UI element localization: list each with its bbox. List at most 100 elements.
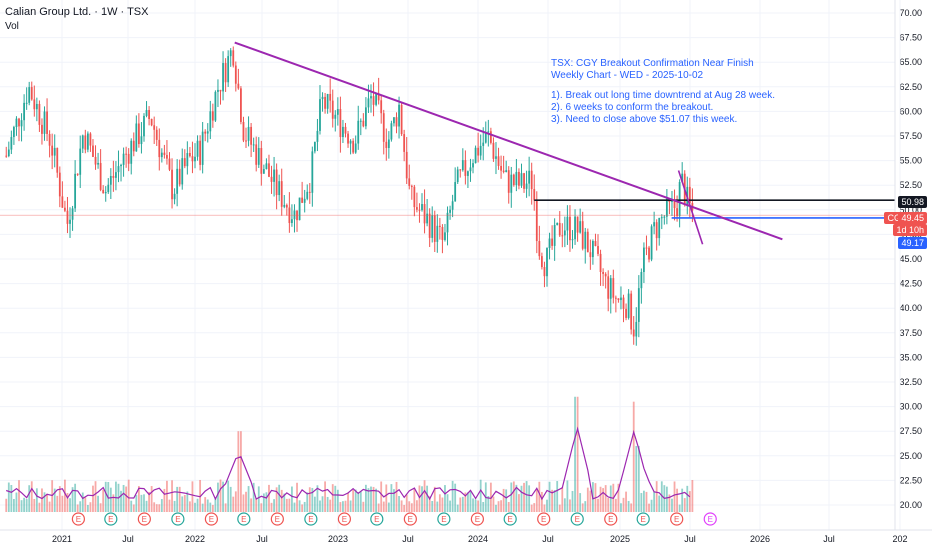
y-tick-label: 50.00: [899, 205, 922, 215]
volume-bar: [510, 482, 513, 512]
candle-body: [336, 109, 339, 115]
annotation-line: 2). 6 weeks to conform the breakout.: [551, 102, 714, 113]
volume-bar: [352, 489, 355, 512]
volume-bar: [293, 502, 296, 512]
volume-bar: [135, 495, 138, 512]
candle-body: [196, 140, 199, 157]
volume-bar: [86, 504, 89, 512]
candle-body: [622, 297, 625, 309]
candle-body: [589, 252, 592, 258]
candle-body: [431, 215, 434, 238]
candle-body: [166, 154, 168, 159]
volume-bar: [459, 497, 462, 512]
volume-bar: [303, 501, 306, 512]
candle-body: [10, 137, 13, 150]
candle-body: [540, 256, 543, 268]
candle-body: [479, 145, 482, 156]
volume-bar: [382, 501, 385, 512]
volume-bar: [530, 504, 533, 512]
earnings-marker-letter: E: [342, 515, 347, 524]
volume-bar: [104, 481, 107, 512]
y-tick-label: 30.00: [899, 402, 922, 412]
candle-body: [204, 131, 207, 134]
volume-bar: [658, 495, 661, 512]
candle-body: [630, 293, 633, 330]
volume-bar: [319, 500, 321, 512]
volume-bar: [204, 497, 207, 512]
candle-body: [502, 170, 505, 172]
candle-body: [240, 88, 242, 122]
volume-bar: [393, 489, 395, 512]
volume-bar: [377, 503, 380, 512]
candle-body: [324, 96, 326, 109]
candle-body: [525, 183, 528, 189]
candle-body: [313, 141, 316, 152]
volume-bar: [308, 487, 311, 512]
volume-bar: [474, 499, 477, 512]
annotation-line: 1). Break out long time downtrend at Aug…: [551, 90, 776, 101]
x-tick-label: 2024: [468, 534, 488, 544]
volume-bar: [556, 481, 559, 512]
volume-bar: [260, 503, 263, 512]
volume-bar: [71, 487, 74, 512]
earnings-marker-icon: [470, 512, 484, 526]
candle-body: [211, 111, 214, 121]
volume-bar: [487, 496, 490, 512]
earnings-marker-letter: E: [541, 515, 546, 524]
candle-body: [125, 153, 128, 155]
volume-bar: [33, 498, 36, 512]
volume-bar: [387, 502, 390, 512]
volume-bar: [410, 503, 413, 512]
earnings-marker-letter: E: [308, 515, 313, 524]
earnings-marker-icon: [171, 512, 185, 526]
volume-bar: [217, 482, 219, 512]
volume-bar: [176, 486, 179, 512]
volume-bar: [97, 495, 99, 512]
volume-bar: [400, 500, 403, 512]
volume-bar: [64, 479, 66, 512]
volume-bar: [79, 501, 82, 512]
volume-bar: [74, 483, 77, 512]
volume-bar: [10, 485, 13, 512]
volume-bar: [671, 498, 673, 512]
candle-body: [168, 158, 171, 170]
volume-bar: [589, 490, 592, 512]
volume-bar: [334, 485, 337, 512]
candle-body: [46, 111, 48, 134]
volume-bar: [58, 486, 61, 512]
volume-bar: [28, 485, 31, 512]
candle-body: [538, 241, 541, 257]
candle-body: [372, 96, 375, 105]
volume-bar: [20, 500, 23, 512]
volume-bar: [637, 445, 640, 512]
volume-bar: [576, 396, 579, 512]
volume-bar: [398, 496, 400, 512]
volume-bar: [125, 486, 128, 512]
x-tick-label: Jul: [823, 534, 835, 544]
candle-body: [688, 186, 691, 204]
candle-body: [492, 142, 495, 159]
candle-body: [408, 178, 411, 186]
x-tick-label: Jul: [256, 534, 268, 544]
candle-body: [433, 215, 436, 242]
volume-bar: [609, 485, 612, 512]
candle-body: [359, 120, 362, 122]
earnings-marker-letter: E: [641, 515, 646, 524]
candle-body: [283, 204, 286, 207]
volume-bar: [285, 498, 288, 512]
volume-bar: [168, 499, 171, 512]
candle-body: [219, 89, 222, 92]
candle-body: [357, 120, 360, 144]
earnings-marker-letter: E: [76, 515, 81, 524]
candle-body: [194, 156, 196, 162]
volume-bar: [224, 503, 227, 512]
volume-bar: [143, 494, 145, 512]
earnings-marker-icon: [403, 512, 417, 526]
candle-body: [242, 121, 245, 141]
candle-body: [474, 147, 477, 164]
candle-body: [569, 216, 571, 241]
candle-body: [681, 173, 684, 183]
candle-body: [278, 181, 281, 196]
candle-body: [410, 185, 413, 187]
